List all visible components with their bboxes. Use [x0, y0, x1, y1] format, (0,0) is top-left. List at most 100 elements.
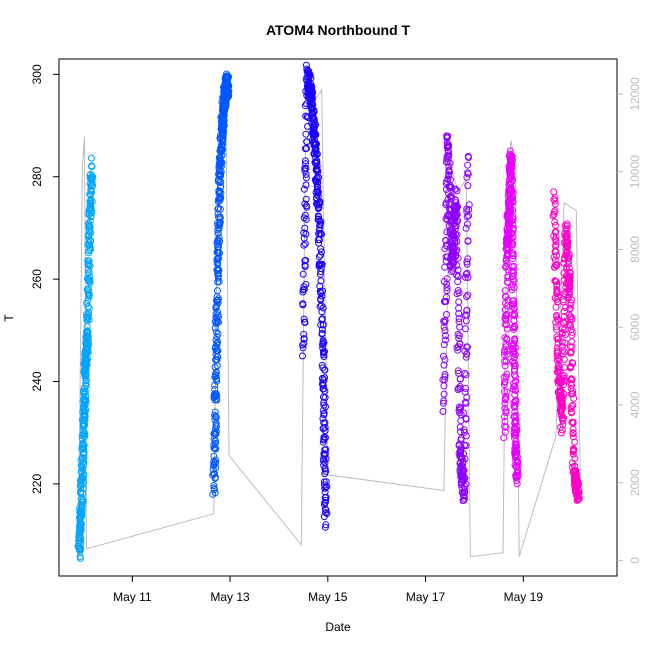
data-point [461, 455, 469, 463]
data-point [439, 399, 447, 407]
data-point [321, 470, 329, 478]
data-point [79, 440, 87, 448]
data-point [462, 480, 470, 488]
data-point [512, 344, 519, 351]
data-point [300, 315, 308, 323]
data-point [79, 496, 87, 504]
data-point [217, 144, 225, 152]
data-point [510, 305, 518, 312]
data-point [85, 304, 93, 312]
data-point [565, 289, 573, 297]
data-point [216, 237, 224, 245]
data-point [314, 189, 322, 197]
data-point [560, 356, 568, 363]
data-point [439, 408, 447, 415]
data-point [464, 274, 472, 281]
data-point [212, 423, 220, 431]
data-point [446, 159, 454, 167]
data-point [465, 201, 473, 209]
data-point [85, 261, 93, 269]
data-point [455, 315, 463, 323]
data-point [574, 490, 582, 498]
data-point [510, 362, 518, 370]
data-point [568, 409, 576, 417]
data-point [317, 277, 325, 285]
data-point [77, 554, 84, 562]
data-point [463, 311, 471, 319]
data-point [300, 330, 308, 338]
data-point [550, 208, 558, 216]
data-point [460, 474, 468, 482]
data-point [320, 351, 328, 359]
data-point [300, 283, 308, 291]
data-point [320, 457, 328, 465]
data-point [322, 455, 330, 463]
data-point [507, 172, 515, 180]
data-point [319, 287, 327, 295]
data-point [210, 391, 218, 399]
data-point [87, 200, 95, 208]
data-point [320, 385, 328, 393]
data-point [301, 240, 309, 248]
data-point [463, 343, 471, 351]
data-point [89, 182, 97, 190]
data-point [553, 333, 561, 341]
data-point [512, 411, 520, 419]
data-point [211, 437, 219, 445]
data-point [463, 173, 471, 181]
data-point [448, 258, 456, 266]
data-point [77, 544, 85, 552]
data-point [443, 293, 450, 301]
data-point [441, 298, 449, 305]
data-point [300, 335, 308, 343]
data-point [463, 293, 471, 301]
data-point [501, 362, 509, 370]
data-point [213, 256, 221, 263]
data-point [575, 480, 583, 488]
data-point [562, 317, 570, 325]
secondary-line [77, 88, 581, 561]
data-point [85, 311, 93, 319]
data-point [509, 280, 517, 288]
series-1 [209, 70, 233, 498]
data-point [501, 378, 508, 386]
data-point [319, 438, 327, 446]
data-point [452, 185, 459, 193]
data-point [501, 306, 509, 313]
series-5 [549, 188, 583, 504]
data-point [442, 199, 450, 207]
data-point [462, 385, 470, 392]
data-point [319, 381, 326, 389]
data-point [442, 336, 449, 344]
data-point [551, 236, 559, 244]
data-point [318, 308, 326, 316]
data-point [509, 275, 517, 283]
data-point [321, 427, 329, 435]
data-point [450, 232, 458, 239]
data-point [502, 423, 510, 431]
data-point [505, 208, 513, 216]
data-point [88, 163, 96, 170]
data-point [500, 381, 508, 389]
data-point [552, 228, 560, 236]
data-point [455, 310, 463, 317]
data-point [455, 289, 463, 297]
data-point [460, 450, 468, 458]
data-point [508, 217, 516, 225]
data-point [456, 409, 463, 416]
data-point [318, 230, 325, 238]
data-point [451, 239, 459, 247]
data-point [501, 396, 509, 404]
data-point [453, 271, 460, 279]
data-point [447, 192, 455, 200]
data-point [319, 415, 327, 422]
data-point [507, 169, 514, 176]
y-tick-label-4: 300 [30, 64, 44, 84]
data-point [553, 288, 561, 295]
data-point [82, 406, 90, 414]
data-point [555, 363, 563, 371]
data-point [565, 254, 573, 262]
data-point [85, 231, 93, 239]
data-point [216, 155, 224, 163]
